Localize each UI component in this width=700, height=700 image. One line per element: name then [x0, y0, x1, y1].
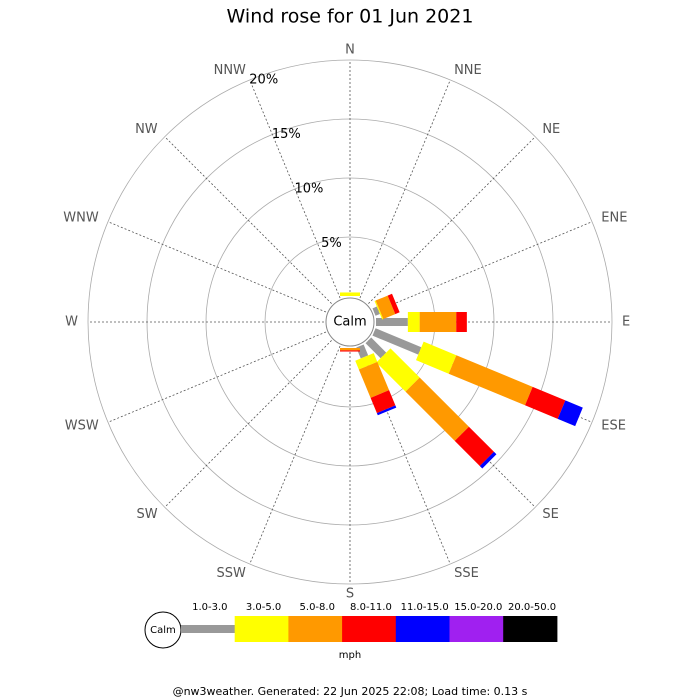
bar-segment — [356, 344, 369, 359]
ring-label: 10% — [294, 181, 323, 196]
legend-swatch — [181, 625, 236, 633]
direction-label: SW — [137, 507, 158, 522]
direction-label: ENE — [601, 210, 627, 225]
legend-label: 11.0-15.0 — [401, 602, 449, 613]
spoke — [373, 221, 593, 313]
direction-label: NE — [542, 122, 560, 137]
direction-label: WNW — [63, 210, 99, 225]
bar-segment — [358, 361, 390, 398]
bar-segment — [376, 348, 420, 392]
spoke — [359, 345, 451, 565]
spoke — [107, 221, 327, 313]
direction-label: SSW — [217, 566, 247, 581]
legend-calm-label: Calm — [150, 625, 176, 636]
bar-segment — [374, 300, 384, 320]
footer: @nw3weather. Generated: 22 Jun 2025 22:0… — [173, 685, 528, 698]
legend-label: 5.0-8.0 — [300, 602, 335, 613]
direction-label: W — [65, 315, 78, 330]
ring-label: 15% — [272, 127, 301, 142]
bar-segment — [376, 405, 397, 416]
bar-segment — [557, 400, 583, 427]
direction-label: N — [345, 43, 355, 58]
spoke — [164, 340, 332, 508]
unit-label: mph — [339, 650, 361, 661]
ring-label: 20% — [249, 72, 278, 87]
bar-segment — [340, 348, 360, 351]
spoke — [249, 79, 341, 299]
legend-swatch — [288, 616, 343, 642]
bar-segment — [372, 328, 422, 355]
ring — [87, 59, 613, 585]
bar-segment — [419, 312, 457, 332]
legend-swatch — [395, 616, 450, 642]
direction-label: ESE — [601, 419, 626, 434]
bar-segment — [375, 295, 396, 320]
calm-circle — [325, 297, 375, 347]
bar-segment — [405, 377, 469, 441]
legend-swatch — [449, 616, 504, 642]
bar-segment — [365, 337, 387, 359]
bar-segment — [355, 353, 378, 370]
legend-label: 15.0-20.0 — [454, 602, 502, 613]
direction-label: NNE — [454, 63, 482, 78]
bar-segment — [448, 355, 533, 406]
direction-label: SE — [542, 507, 558, 522]
legend-swatch — [234, 616, 289, 642]
bar-segment — [524, 386, 566, 419]
bar-segment — [456, 312, 467, 332]
direction-label: NW — [135, 122, 158, 137]
legend-label: 8.0-11.0 — [350, 602, 392, 613]
bar-segment — [372, 306, 380, 316]
direction-label: WSW — [65, 419, 99, 434]
chart-title: Wind rose for 01 Jun 2021 — [227, 6, 474, 28]
direction-label: NNW — [214, 63, 246, 78]
legend-label: 3.0-5.0 — [246, 602, 281, 613]
direction-label: S — [346, 587, 354, 602]
bar-segment — [415, 341, 457, 374]
legend: Calm 1.0-3.0 3.0-5.0 5.0-8.0 8.0-11.0 11.0-15… — [144, 602, 558, 649]
spoke — [164, 136, 332, 304]
legend-label: 20.0-50.0 — [508, 602, 556, 613]
spoke — [359, 79, 451, 299]
ring-label: 5% — [321, 236, 342, 251]
calm-label: Calm — [333, 315, 366, 330]
direction-label: E — [622, 315, 630, 330]
direction-label: SSE — [454, 566, 479, 581]
spoke — [368, 136, 536, 304]
bar-segment — [454, 426, 494, 466]
legend-swatch — [503, 616, 558, 642]
bar-segment — [340, 292, 360, 296]
bar-segment — [387, 293, 400, 315]
legend-swatch — [342, 616, 397, 642]
bar-segment — [479, 451, 497, 469]
bar-segment — [340, 350, 360, 352]
legend-label: 1.0-3.0 — [192, 602, 227, 613]
bar-segment — [407, 312, 420, 332]
bar-segment — [375, 318, 408, 326]
bar-segment — [370, 390, 396, 414]
spoke — [249, 345, 341, 565]
spoke — [107, 331, 327, 423]
